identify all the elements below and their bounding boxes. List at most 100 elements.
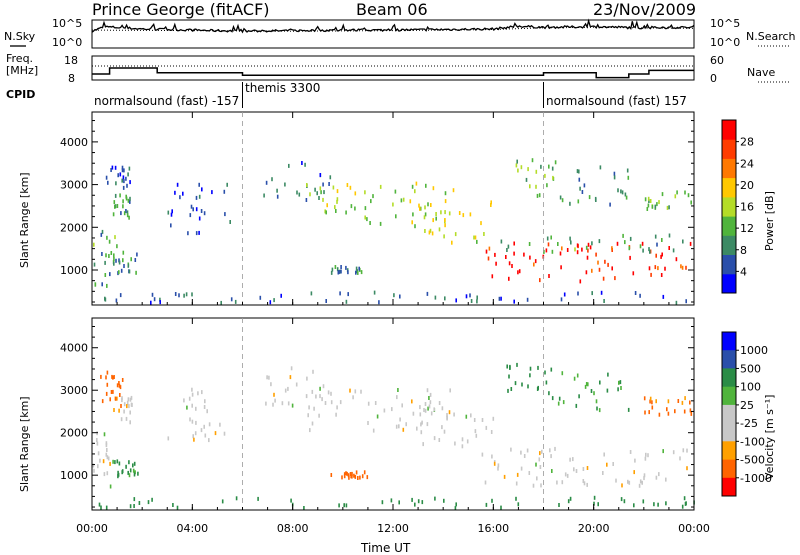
y-tick-label: 4000 <box>60 342 88 355</box>
scatter-cell <box>194 431 197 436</box>
scatter-cell <box>615 478 617 483</box>
scatter-cell <box>466 439 469 444</box>
power-colorbar-cell <box>722 139 736 159</box>
scatter-cell <box>428 404 431 409</box>
scatter-cell <box>276 194 279 199</box>
scatter-cell <box>306 376 308 381</box>
scatter-cell <box>448 211 451 216</box>
scatter-cell <box>545 380 548 385</box>
scatter-cell <box>419 206 422 211</box>
scatter-cell <box>106 455 109 460</box>
scatter-cell <box>96 431 98 436</box>
scatter-cell <box>441 406 444 411</box>
freq-line <box>92 67 694 79</box>
scatter-cell <box>517 168 519 173</box>
cpid-seg-3: normalsound (fast) 157 <box>546 94 687 108</box>
scatter-cell <box>363 470 366 475</box>
scatter-cell <box>578 177 581 182</box>
scatter-cell <box>102 459 105 464</box>
scatter-cell <box>561 198 564 203</box>
scatter-cell <box>429 392 432 397</box>
scatter-cell <box>476 239 478 244</box>
scatter-cell <box>420 422 422 427</box>
scatter-cell <box>590 389 593 393</box>
scatter-cell <box>686 466 688 471</box>
scatter-cell <box>417 499 420 504</box>
scatter-cell <box>328 182 330 186</box>
scatter-cell <box>458 211 461 215</box>
scatter-cell <box>558 503 560 507</box>
scatter-cell <box>335 209 337 213</box>
scatter-cell <box>613 171 616 176</box>
scatter-cell <box>106 448 108 452</box>
scatter-cell <box>564 472 567 477</box>
scatter-cell <box>446 415 448 420</box>
scatter-cell <box>461 444 464 449</box>
scatter-cell <box>545 248 548 253</box>
scatter-cell <box>334 205 336 210</box>
scatter-cell <box>602 276 605 281</box>
scatter-cell <box>411 220 413 225</box>
scatter-cell <box>647 203 650 208</box>
scatter-cell <box>332 185 335 190</box>
scatter-cell <box>539 451 541 456</box>
scatter-cell <box>535 462 537 467</box>
cpid-seg-1-id: -157 <box>212 94 240 108</box>
scatter-cell <box>353 473 355 478</box>
scatter-cell <box>675 257 678 262</box>
scatter-cell <box>503 474 506 479</box>
scatter-cell <box>586 482 588 487</box>
scatter-cell <box>229 220 231 224</box>
scatter-cell <box>689 400 691 405</box>
scatter-cell <box>127 263 130 268</box>
scatter-cell <box>552 175 554 180</box>
scatter-cell <box>600 290 603 295</box>
scatter-cell <box>651 405 654 410</box>
velocity-colorbar-cell <box>722 332 736 351</box>
scatter-cell <box>125 176 127 181</box>
scatter-cell <box>350 474 352 479</box>
scatter-cell <box>448 410 451 415</box>
scatter-cell <box>101 229 104 234</box>
scatter-cell <box>446 413 448 417</box>
scatter-cell <box>581 247 583 252</box>
scatter-cell <box>96 438 98 442</box>
scatter-cell <box>474 429 477 434</box>
scatter-cell <box>114 193 117 198</box>
scatter-cell <box>153 297 156 302</box>
velocity-colorbar-cell <box>722 441 736 460</box>
scatter-cell <box>599 165 602 170</box>
y-tick-label: 1000 <box>60 469 88 482</box>
scatter-cell <box>465 414 468 419</box>
scatter-cell <box>548 391 550 396</box>
cpid-seg-2-name: themis <box>245 81 286 95</box>
scatter-cell <box>351 471 353 476</box>
scatter-cell <box>576 250 579 255</box>
scatter-cell <box>473 235 475 240</box>
scatter-cell <box>425 183 427 188</box>
velocity-colorbar-cell <box>722 477 736 497</box>
scatter-cell <box>273 298 275 303</box>
scatter-cell <box>461 437 464 442</box>
scatter-cell <box>500 239 503 244</box>
scatter-cell <box>421 420 423 425</box>
scatter-cell <box>428 230 431 235</box>
scatter-cell <box>105 441 108 446</box>
scatter-cell <box>170 212 173 217</box>
scatter-cell <box>182 191 184 196</box>
scatter-cell <box>129 397 132 402</box>
scatter-cell <box>118 461 121 466</box>
scatter-cell <box>303 506 305 510</box>
scatter-cell <box>129 180 131 185</box>
scatter-cell <box>190 204 193 209</box>
scatter-cell <box>528 471 531 475</box>
scatter-cell <box>444 296 446 301</box>
scatter-cell <box>603 452 605 457</box>
scatter-cell <box>591 268 593 273</box>
scatter-cell <box>591 291 593 296</box>
nsky-tick-low: 10^0 <box>52 36 83 49</box>
scatter-cell <box>586 466 589 470</box>
scatter-cell <box>114 204 116 209</box>
scatter-cell <box>603 299 605 303</box>
scatter-cell <box>627 407 630 412</box>
